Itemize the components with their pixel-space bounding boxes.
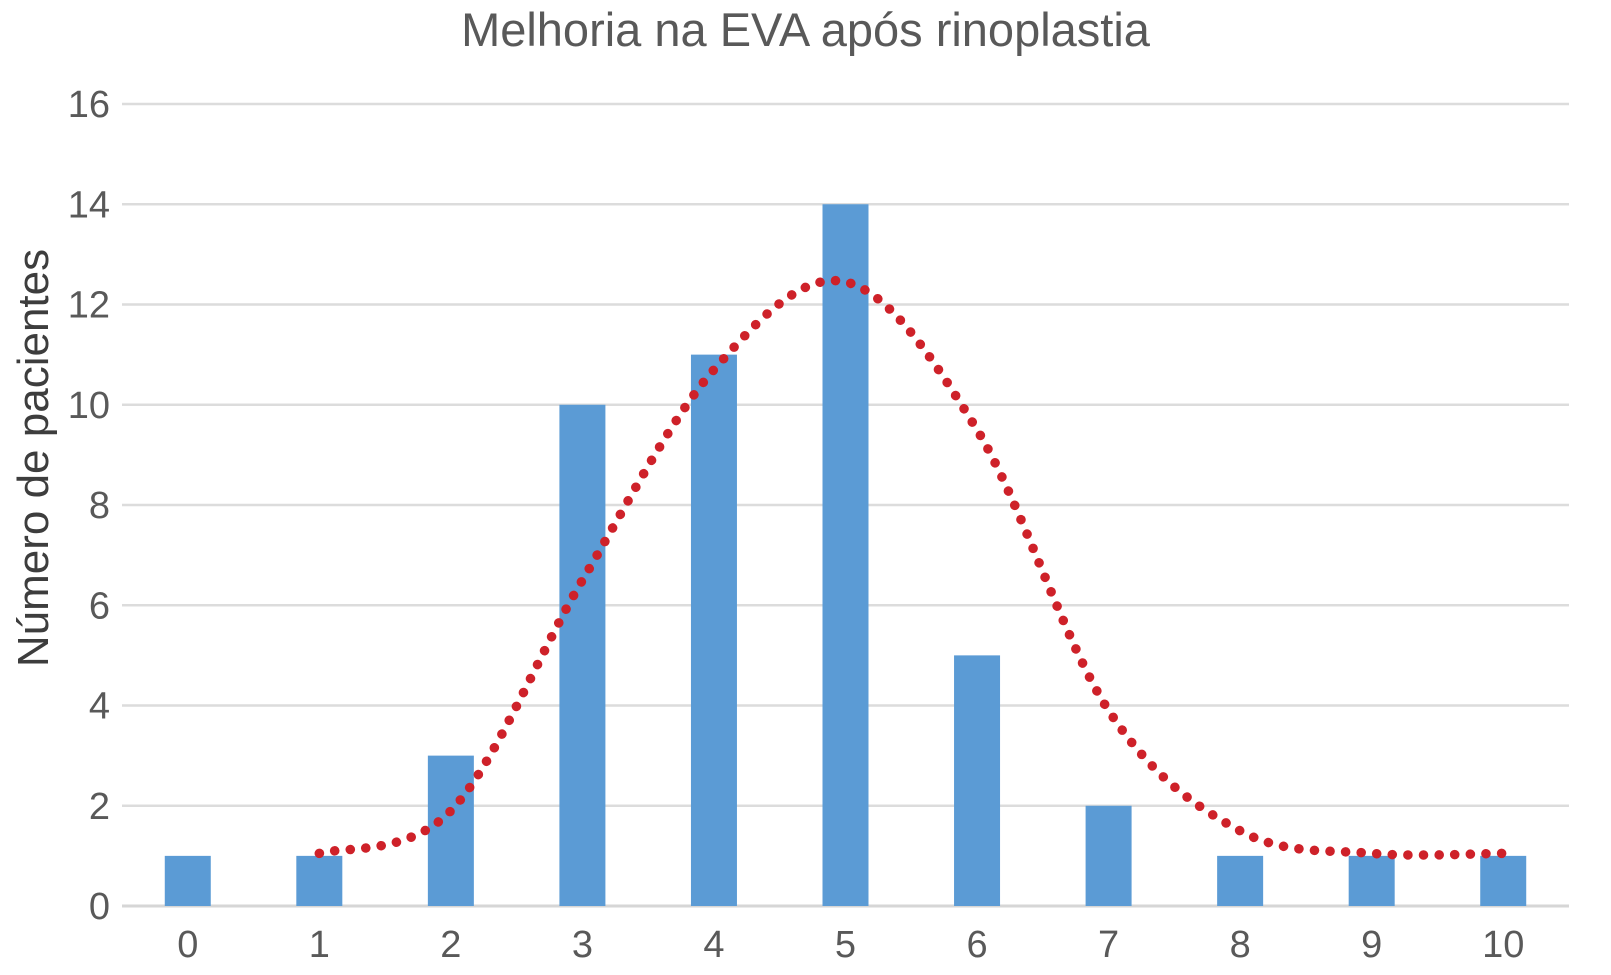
x-tick-label: 9	[1361, 924, 1382, 966]
bar-1	[296, 855, 343, 906]
x-tick-label: 1	[309, 924, 330, 966]
x-tick-label: 4	[703, 924, 724, 966]
bar-0	[164, 855, 211, 906]
x-tick-label: 6	[966, 924, 987, 966]
bar-9	[1348, 855, 1395, 906]
x-tick-label: 2	[440, 924, 461, 966]
bar-6	[954, 655, 1001, 906]
x-tick-label: 0	[177, 924, 198, 966]
bar-10	[1480, 855, 1527, 906]
y-tick-label: 0	[89, 886, 110, 928]
y-tick-label: 6	[89, 585, 110, 627]
x-tick-label: 8	[1230, 924, 1251, 966]
chart-title: Melhoria na EVA após rinoplastia	[461, 3, 1150, 56]
bar-3	[559, 404, 606, 906]
x-tick-label: 3	[572, 924, 593, 966]
y-tick-label: 4	[89, 686, 110, 728]
bar-8	[1217, 855, 1264, 906]
bar-4	[690, 354, 737, 906]
y-tick-label: 14	[68, 184, 110, 226]
trend-line	[314, 275, 1508, 860]
x-tick-label: 7	[1098, 924, 1119, 966]
y-tick-label: 16	[68, 84, 110, 126]
x-tick-label: 5	[835, 924, 856, 966]
y-tick-label: 12	[68, 285, 110, 327]
y-tick-label: 10	[68, 385, 110, 427]
y-tick-label: 2	[89, 786, 110, 828]
bar-5	[822, 204, 869, 906]
bar-2	[427, 755, 474, 906]
bar-7	[1085, 805, 1132, 906]
x-tick-label: 10	[1482, 924, 1524, 966]
y-tick-label: 8	[89, 485, 110, 527]
